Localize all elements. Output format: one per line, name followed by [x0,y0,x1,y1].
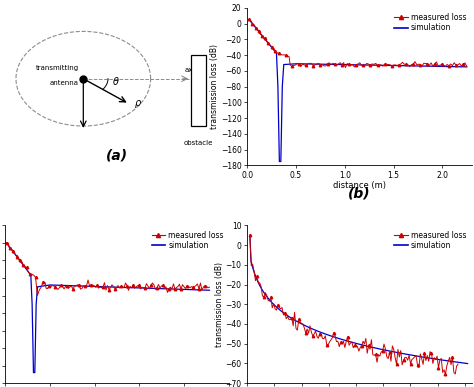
Text: (a): (a) [106,148,128,162]
Y-axis label: transmission loss (dB): transmission loss (dB) [210,44,219,129]
X-axis label: distance (m): distance (m) [333,182,386,190]
Text: obstacle: obstacle [183,140,213,146]
Bar [191,55,206,126]
Text: (b): (b) [348,186,371,200]
Text: antenna: antenna [50,80,79,86]
Text: $\rho$: $\rho$ [134,98,142,110]
Legend: measured loss, simulation: measured loss, simulation [392,229,468,252]
Legend: measured loss, simulation: measured loss, simulation [392,12,468,34]
Text: $\theta$: $\theta$ [112,75,120,87]
Text: axis: axis [184,67,198,74]
Text: transmitting: transmitting [36,65,79,71]
Legend: measured loss, simulation: measured loss, simulation [150,229,225,252]
Y-axis label: transmission loss (dB): transmission loss (dB) [215,262,224,347]
